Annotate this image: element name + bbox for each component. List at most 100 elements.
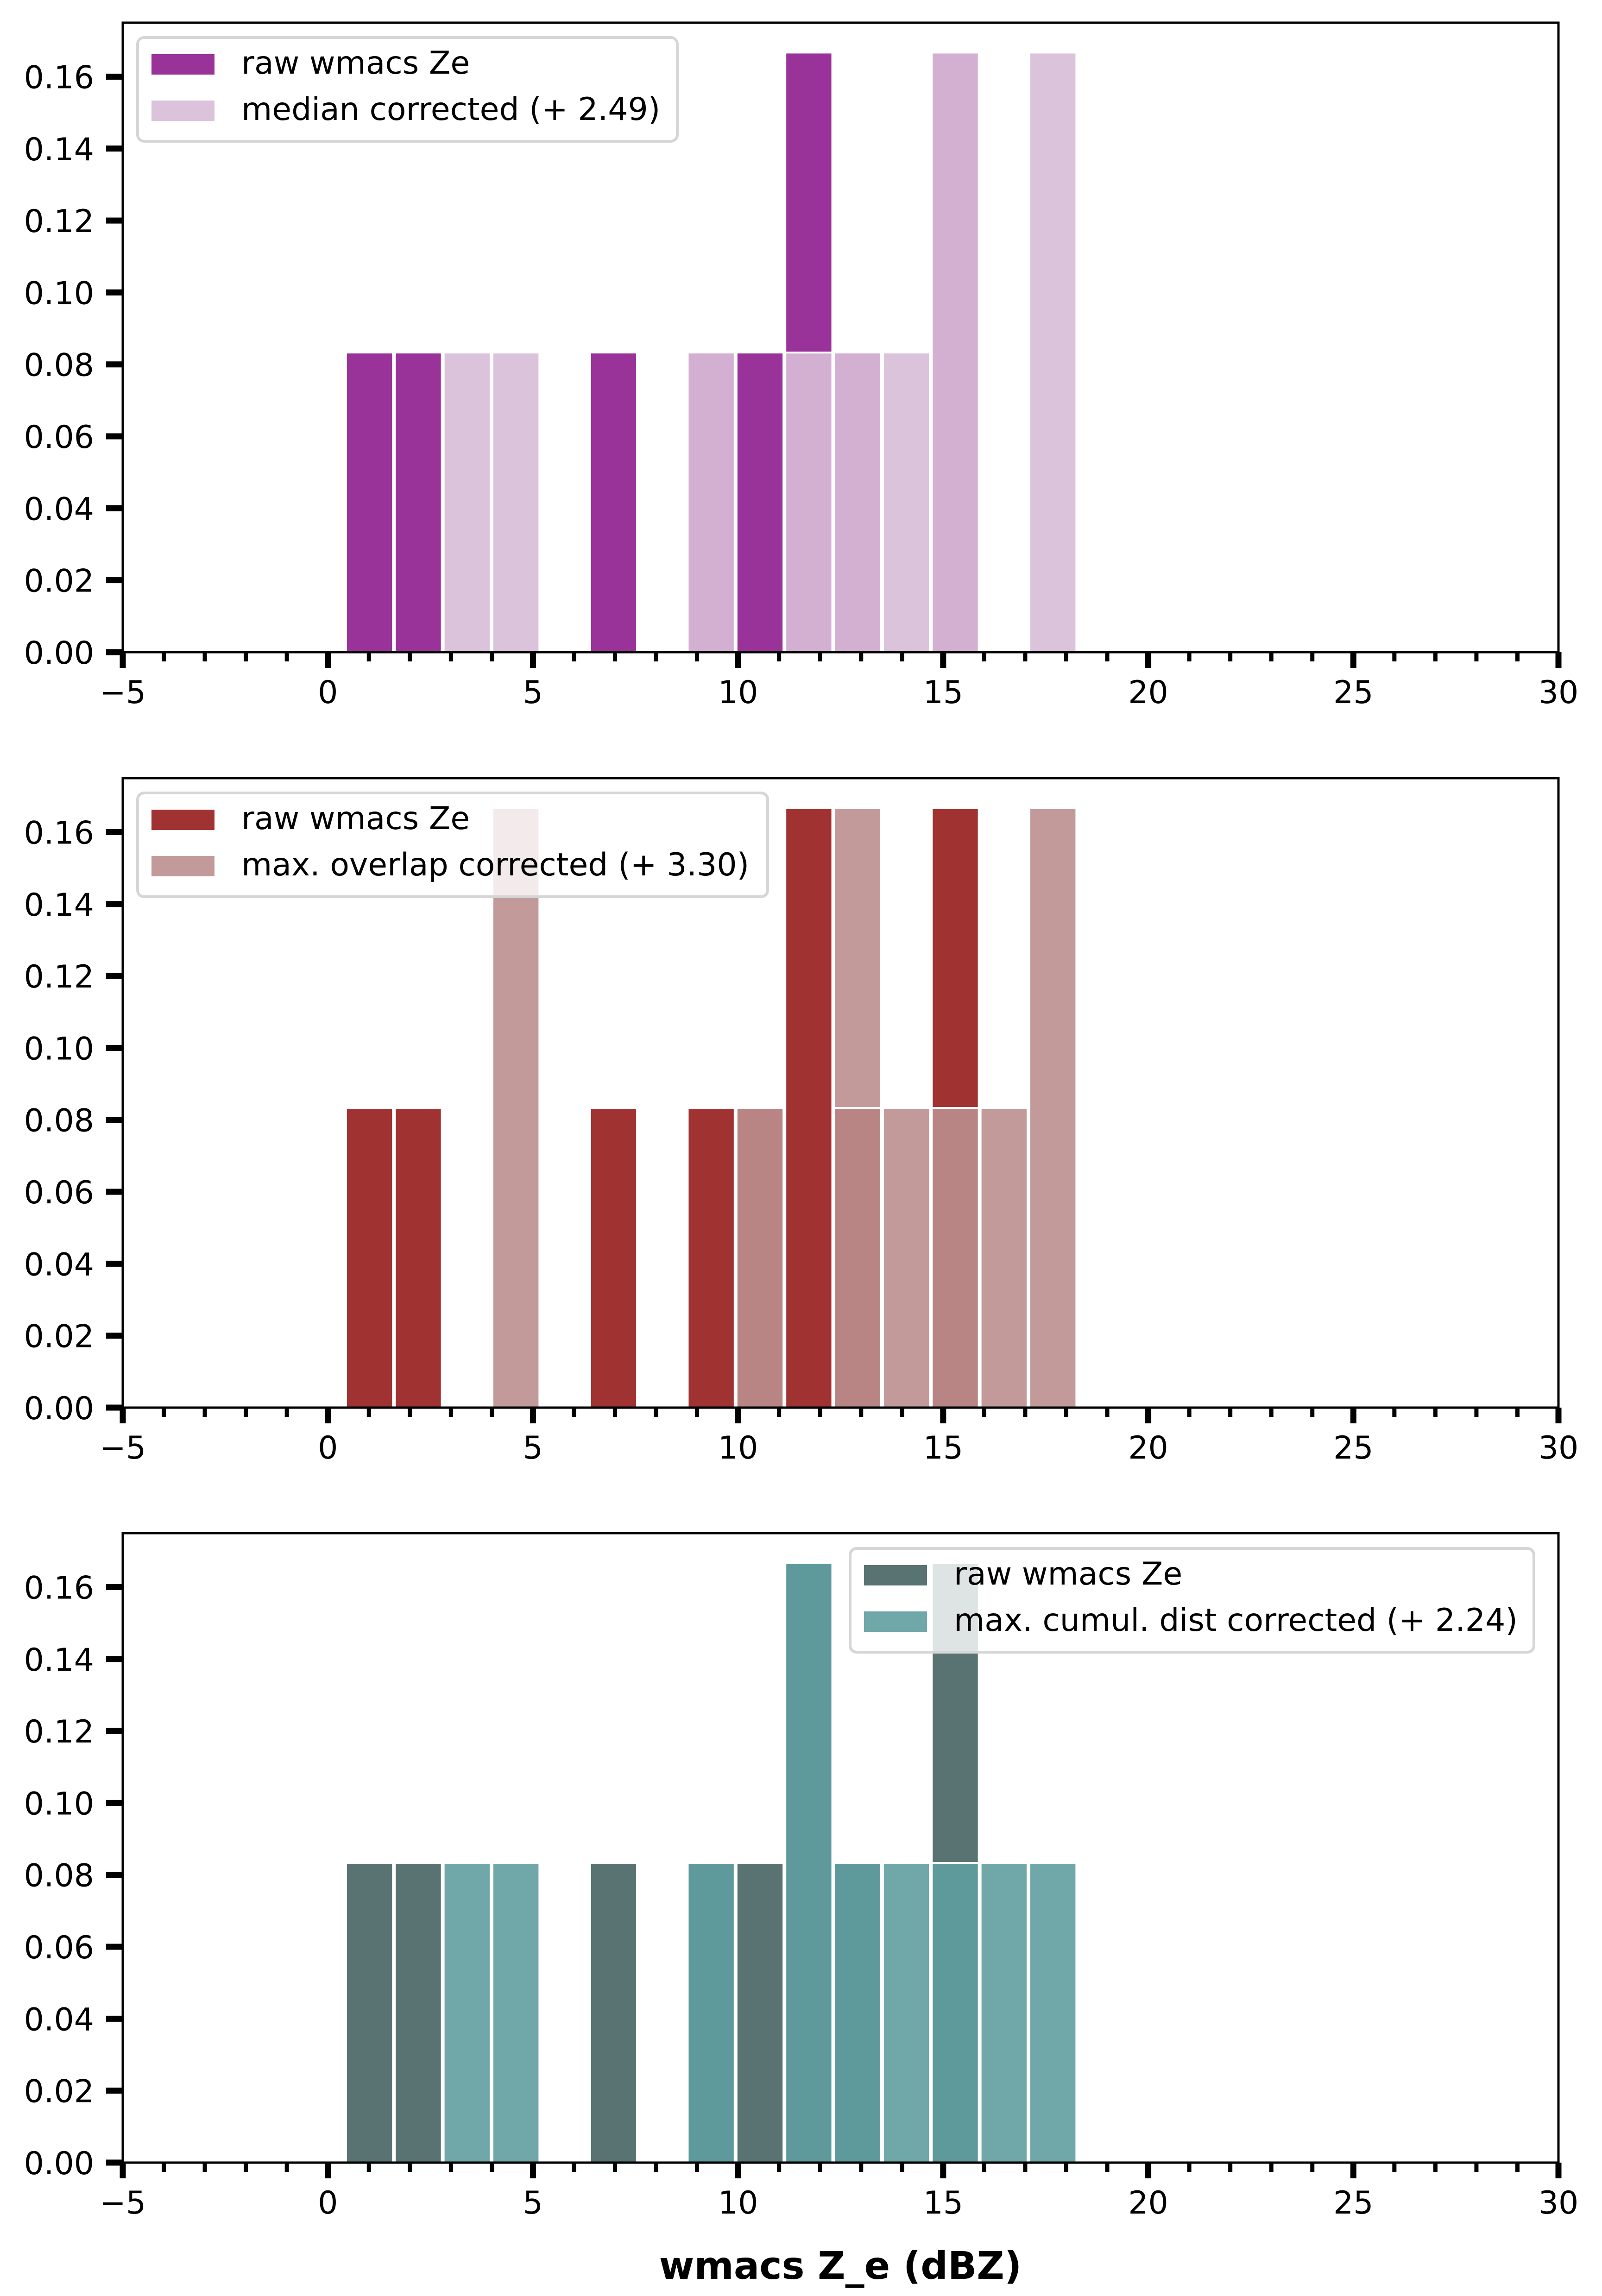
y-tick-label: 0.12 bbox=[24, 959, 94, 995]
y-tick-label: 0.00 bbox=[24, 2145, 94, 2182]
legend-swatch-corrected bbox=[864, 1611, 927, 1632]
bar-corrected bbox=[882, 352, 931, 653]
legend: raw wmacs Ze max. overlap corrected (+ 3.… bbox=[136, 792, 769, 898]
y-tick-label: 0.00 bbox=[24, 635, 94, 672]
bar-corrected bbox=[492, 1862, 541, 2164]
bar-corrected bbox=[1028, 1862, 1078, 2164]
y-tick-label: 0.02 bbox=[24, 2074, 94, 2110]
bar-corrected bbox=[492, 352, 541, 653]
bar-corrected bbox=[979, 1862, 1029, 2164]
y-tick-label: 0.06 bbox=[24, 1930, 94, 1966]
bar-raw bbox=[735, 352, 785, 653]
bar-raw bbox=[345, 1862, 394, 2164]
y-tick-label: 0.10 bbox=[24, 275, 94, 312]
legend-swatch-corrected bbox=[151, 101, 214, 121]
x-tick-label: 20 bbox=[1128, 674, 1168, 711]
x-tick-label: 30 bbox=[1539, 674, 1579, 711]
legend-swatch-raw bbox=[151, 810, 214, 830]
bar-raw bbox=[589, 1107, 638, 1409]
bar-corrected bbox=[882, 1862, 931, 2164]
legend-label-corrected: max. cumul. dist corrected (+ 2.24) bbox=[954, 1602, 1518, 1639]
legend-label-raw: raw wmacs Ze bbox=[241, 45, 470, 82]
bar-corrected bbox=[1028, 807, 1078, 1409]
bar-overlap bbox=[931, 51, 980, 653]
bar-overlap bbox=[931, 1107, 980, 1409]
x-tick-label: 30 bbox=[1539, 1430, 1579, 1466]
x-tick-label: 30 bbox=[1539, 2185, 1579, 2221]
x-tick-label: 5 bbox=[523, 2185, 543, 2221]
bar-corrected bbox=[882, 1107, 931, 1409]
bar-corrected bbox=[1028, 51, 1078, 653]
bar-raw bbox=[394, 1862, 443, 2164]
bar-overlap bbox=[931, 1862, 980, 2164]
y-tick-label: 0.04 bbox=[24, 491, 94, 528]
legend-swatch-raw bbox=[151, 54, 214, 75]
y-tick-label: 0.00 bbox=[24, 1390, 94, 1427]
x-tick-label: −5 bbox=[100, 1430, 146, 1466]
axes-frame bbox=[121, 1532, 1560, 2164]
legend-swatch-corrected bbox=[151, 856, 214, 876]
y-tick-label: 0.02 bbox=[24, 1319, 94, 1355]
bar-raw bbox=[784, 807, 833, 1409]
bar-overlap bbox=[784, 1562, 833, 2164]
x-tick-label: 25 bbox=[1333, 2185, 1374, 2221]
y-tick-label: 0.08 bbox=[24, 347, 94, 384]
bar-raw bbox=[394, 352, 443, 653]
legend-swatch-raw bbox=[864, 1565, 927, 1585]
x-tick-label: −5 bbox=[100, 674, 146, 711]
panel-max-overlap-corrected: −5 0 5 10 15 20 25 30 0.00 0.02 0.04 0.06 0.08 0.10 0.… bbox=[24, 777, 1579, 1466]
bar-corrected bbox=[492, 807, 541, 1409]
y-tick-label: 0.16 bbox=[24, 59, 94, 96]
bar-raw bbox=[345, 352, 394, 653]
y-tick-label: 0.12 bbox=[24, 203, 94, 240]
y-tick-label: 0.08 bbox=[24, 1858, 94, 1894]
bar-overlap bbox=[687, 352, 736, 653]
x-tick-label: 25 bbox=[1333, 674, 1374, 711]
legend: raw wmacs Ze median corrected (+ 2.49) bbox=[136, 36, 679, 143]
bar-raw bbox=[931, 807, 980, 1109]
x-tick-label: 15 bbox=[923, 2185, 964, 2221]
bar-overlap bbox=[833, 352, 882, 653]
y-tick-label: 0.10 bbox=[24, 1031, 94, 1067]
panel-max-cumul-dist-corrected: −5 0 5 10 15 20 25 30 0.00 0.02 0.04 0.06 0.08 0.10 0.… bbox=[24, 1532, 1579, 2221]
y-tick-label: 0.04 bbox=[24, 2001, 94, 2038]
bar-raw bbox=[589, 1862, 638, 2164]
legend-label-corrected: max. overlap corrected (+ 3.30) bbox=[241, 847, 749, 883]
legend-label-raw: raw wmacs Ze bbox=[954, 1556, 1182, 1592]
y-tick-label: 0.14 bbox=[24, 887, 94, 924]
y-tick-label: 0.14 bbox=[24, 132, 94, 168]
x-tick-label: 15 bbox=[923, 674, 964, 711]
axes-frame bbox=[121, 21, 1560, 654]
x-tick-label: 20 bbox=[1128, 2185, 1168, 2221]
x-tick-label: 10 bbox=[718, 1430, 758, 1466]
bar-raw bbox=[687, 1107, 736, 1409]
bar-corrected bbox=[442, 1862, 492, 2164]
y-tick-label: 0.14 bbox=[24, 1642, 94, 1679]
x-tick-label: 0 bbox=[318, 1430, 338, 1466]
x-tick-label: 20 bbox=[1128, 1430, 1168, 1466]
y-tick-label: 0.10 bbox=[24, 1786, 94, 1822]
legend-label-corrected: median corrected (+ 2.49) bbox=[241, 91, 660, 128]
bar-corrected bbox=[442, 352, 492, 653]
bar-corrected bbox=[979, 1107, 1029, 1409]
bar-raw bbox=[345, 1107, 394, 1409]
x-tick-label: 25 bbox=[1333, 1430, 1374, 1466]
bar-raw bbox=[735, 1862, 785, 2164]
x-tick-label: 10 bbox=[718, 674, 758, 711]
bar-overlap bbox=[833, 1107, 882, 1409]
y-tick-label: 0.04 bbox=[24, 1246, 94, 1283]
y-tick-label: 0.08 bbox=[24, 1103, 94, 1139]
legend-box bbox=[136, 792, 769, 898]
bar-corrected bbox=[833, 807, 882, 1109]
x-tick-label: 0 bbox=[318, 2185, 338, 2221]
bars bbox=[345, 51, 1078, 653]
bars bbox=[345, 1562, 1078, 2164]
y-tick-label: 0.12 bbox=[24, 1714, 94, 1750]
y-tick-label: 0.02 bbox=[24, 563, 94, 600]
legend-box bbox=[136, 36, 679, 143]
x-tick-label: −5 bbox=[100, 2185, 146, 2221]
x-tick-label: 5 bbox=[523, 674, 543, 711]
bar-overlap bbox=[735, 1107, 785, 1409]
bar-overlap bbox=[687, 1862, 736, 2164]
